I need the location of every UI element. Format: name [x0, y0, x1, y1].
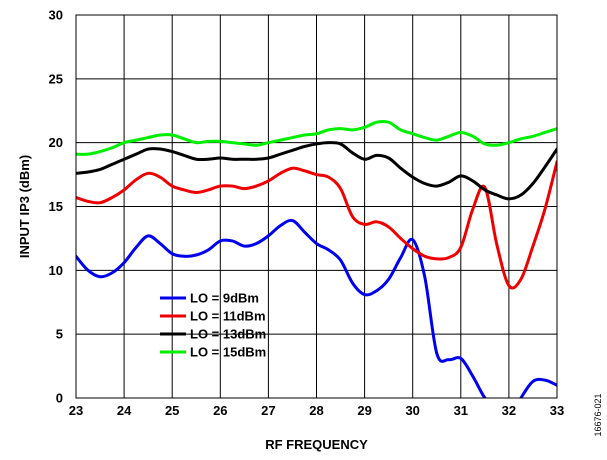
y-tick-label: 5 — [56, 327, 63, 342]
x-tick-label: 25 — [165, 403, 179, 418]
y-tick-label: 30 — [49, 8, 63, 23]
x-tick-label: 29 — [357, 403, 371, 418]
x-tick-label: 28 — [309, 403, 323, 418]
plot-frame — [75, 14, 558, 399]
series-line-3 — [76, 141, 557, 201]
series-line-2 — [76, 160, 557, 290]
series-line-4 — [76, 119, 557, 156]
legend: LO = 9dBm LO = 11dBm LO = 13dBm LO = 15dBm — [160, 291, 266, 360]
y-tick-label: 0 — [56, 391, 63, 406]
y-tick-label: 20 — [49, 135, 63, 150]
x-tick-label: 26 — [213, 403, 227, 418]
y-tick-label: 10 — [49, 263, 63, 278]
x-tick-label: 32 — [502, 403, 516, 418]
y-tick-label: 25 — [49, 71, 63, 86]
series-lines — [76, 119, 557, 398]
legend-label-4: LO = 15dBm — [190, 345, 266, 360]
legend-label-3: LO = 13dBm — [190, 327, 266, 342]
grid-lines — [76, 15, 557, 398]
legend-label-1: LO = 9dBm — [190, 291, 259, 306]
x-axis-title: RF FREQUENCY — [265, 437, 368, 452]
x-tick-label: 31 — [454, 403, 468, 418]
y-axis-title: INPUT IP3 (dBm) — [17, 155, 32, 258]
x-tick-label: 24 — [117, 403, 132, 418]
y-tick-label: 15 — [49, 199, 63, 214]
legend-label-2: LO = 11dBm — [190, 309, 266, 324]
tick-labels: 23 24 25 26 27 28 29 30 31 32 33 0 5 10 15 20 25 30 — [49, 8, 565, 419]
x-tick-label: 30 — [405, 403, 419, 418]
figure-id: 16676-021 — [593, 393, 603, 436]
x-tick-label: 27 — [261, 403, 275, 418]
series-line-1 — [76, 218, 557, 398]
x-tick-label: 23 — [69, 403, 83, 418]
x-tick-label: 33 — [550, 403, 564, 418]
